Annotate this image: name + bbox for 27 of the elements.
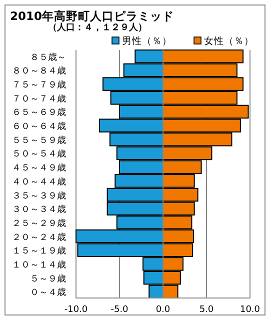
y-tick-label: ７５～７９歳 bbox=[12, 80, 66, 91]
x-tick-label: 10.0 bbox=[240, 305, 260, 315]
chart-subtitle: （人口：４，１２９人） bbox=[48, 22, 147, 33]
y-tick-label: ２０～２４歳 bbox=[12, 232, 66, 243]
y-tick-label: ６０～６４歳 bbox=[12, 121, 66, 132]
y-tick-label: １５～１９歳 bbox=[12, 246, 66, 257]
y-tick-label: ４５～４９歳 bbox=[12, 162, 66, 174]
y-tick-label: ４０～４４歳 bbox=[12, 176, 66, 188]
y-tick-label: ８５歳～ bbox=[30, 52, 66, 63]
y-tick-label: ７０～７４歳 bbox=[12, 93, 66, 104]
x-tick-label: -10.0 bbox=[64, 305, 88, 315]
chart-title: 2010年高野町人口ピラミッド bbox=[10, 9, 174, 23]
y-tick-label: ３５～３９歳 bbox=[12, 190, 66, 202]
y-tick-label: ５５～５９歳 bbox=[12, 134, 66, 146]
y-tick-label: ３０～３４歳 bbox=[12, 204, 66, 216]
x-tick-label: -5.0 bbox=[110, 305, 129, 315]
legend-label: 男性（％） bbox=[122, 35, 172, 47]
x-tick-label: 5.0 bbox=[199, 305, 214, 315]
y-tick-label: ０～４歳 bbox=[30, 287, 66, 298]
y-tick-label: ５～９歳 bbox=[30, 273, 66, 284]
y-tick-label: １０～１４歳 bbox=[12, 259, 66, 270]
y-tick-label: ５０～５４歳 bbox=[12, 148, 66, 160]
x-tick-label: 0.0 bbox=[156, 305, 170, 315]
legend-label: 女性（％） bbox=[204, 35, 254, 47]
y-tick-label: ８０～８４歳 bbox=[12, 66, 66, 77]
y-tick-label: ２５～２９歳 bbox=[12, 218, 66, 229]
y-tick-label: ６５～６９歳 bbox=[12, 107, 66, 118]
